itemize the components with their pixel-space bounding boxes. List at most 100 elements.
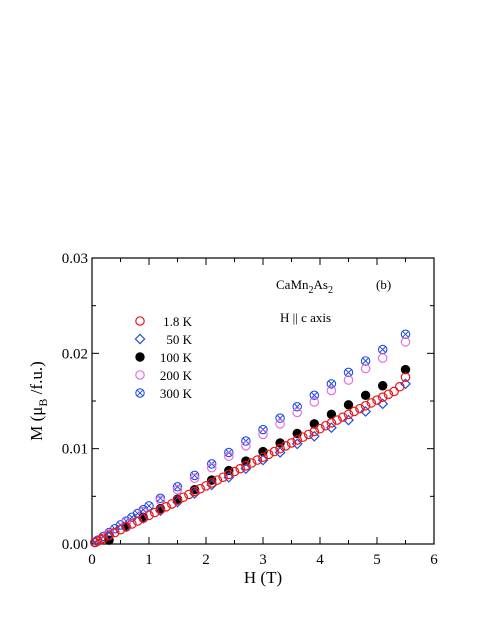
data-point <box>377 392 388 402</box>
legend-marker <box>135 316 145 326</box>
series-300-K <box>90 329 411 547</box>
data-point-ring <box>400 329 411 340</box>
data-point <box>298 432 308 443</box>
data-point <box>240 463 252 475</box>
data-point <box>355 403 365 414</box>
data-point <box>201 481 211 491</box>
data-point-cross <box>191 472 198 479</box>
data-point <box>269 446 280 457</box>
data-point-cross <box>379 346 386 353</box>
data-point-ring <box>189 470 200 481</box>
series-100-K <box>104 364 411 545</box>
data-point <box>115 524 126 535</box>
data-point <box>383 389 394 400</box>
data-point-ring <box>292 401 302 412</box>
data-point <box>98 533 109 544</box>
data-point <box>224 469 234 480</box>
data-point-ring <box>360 356 371 366</box>
data-point-ring <box>224 447 234 458</box>
y-tick-labels: 0.00 0.01 0.02 0.03 <box>62 251 88 553</box>
y-tick-label: 0.02 <box>62 346 88 362</box>
data-point <box>309 426 320 437</box>
data-point <box>161 502 171 512</box>
x-axis-title: H (T) <box>244 568 282 587</box>
legend-item: 300 K <box>135 386 193 401</box>
legend-marker <box>135 388 145 398</box>
legend-label: 300 K <box>160 386 193 401</box>
x-tick-label: 5 <box>373 552 381 568</box>
data-point <box>195 483 206 494</box>
legend-label: 50 K <box>166 332 192 347</box>
data-point <box>349 406 359 417</box>
axis-ticks <box>91 257 435 545</box>
legend-item: 50 K <box>134 332 193 347</box>
data-point-ring <box>172 482 183 492</box>
compound-main: CaMn <box>276 277 309 292</box>
data-point <box>257 454 269 466</box>
data-point <box>280 441 291 451</box>
legend-marker <box>135 352 145 362</box>
legend-item: 100 K <box>135 350 193 365</box>
data-point <box>309 390 320 401</box>
y-tick-label: 0.01 <box>62 442 88 458</box>
data-point <box>360 390 371 400</box>
data-point <box>378 381 388 391</box>
data-point-ring <box>343 367 354 378</box>
compound-sub1: 2 <box>309 285 314 296</box>
x-tick-label: 2 <box>202 552 210 568</box>
legend-marker <box>135 370 145 380</box>
data-point <box>189 470 200 481</box>
data-point <box>337 412 348 423</box>
data-point-ring <box>326 379 337 389</box>
data-point <box>189 473 200 484</box>
data-point-ring <box>241 436 251 446</box>
data-point-cross <box>145 502 153 510</box>
panel-label: (b) <box>376 277 391 292</box>
x-tick-label: 0 <box>88 552 96 568</box>
legend: 1.8 K 50 K 100 K 200 K 300 K <box>134 314 193 401</box>
data-point <box>127 519 137 529</box>
legend-label: 100 K <box>160 350 193 365</box>
x-tick-labels: 0 1 2 3 4 5 6 <box>88 552 438 568</box>
legend-marker-cross <box>136 389 144 397</box>
compound-mid: As <box>314 277 328 292</box>
data-point <box>172 495 183 505</box>
data-point <box>138 513 149 524</box>
data-point-ring <box>206 459 217 469</box>
data-point-cross <box>174 483 181 491</box>
x-tick-label: 4 <box>316 552 324 568</box>
x-tick-label: 1 <box>145 552 153 568</box>
data-point <box>343 375 354 385</box>
data-point <box>252 455 263 465</box>
data-point-cross <box>345 369 352 376</box>
data-point <box>275 419 285 429</box>
data-point <box>241 461 251 471</box>
data-point-cross <box>402 330 409 338</box>
data-point <box>218 472 228 483</box>
data-point <box>343 414 354 426</box>
data-point <box>360 363 371 374</box>
data-point-cross <box>328 380 335 388</box>
y-axis-title-sub: B <box>36 399 50 407</box>
series-1-8-K <box>90 372 411 548</box>
data-point <box>343 367 354 378</box>
data-point-ring <box>275 413 285 423</box>
legend-marker-ring <box>135 388 145 398</box>
data-point <box>155 493 166 503</box>
data-point <box>377 398 389 410</box>
data-point <box>229 466 240 477</box>
compound-sub2: 2 <box>328 285 333 296</box>
data-point <box>400 329 411 340</box>
data-point <box>292 407 302 418</box>
y-tick-label: 0.00 <box>62 537 88 553</box>
x-tick-label: 3 <box>259 552 267 568</box>
data-point <box>372 395 382 405</box>
data-point <box>377 344 388 355</box>
data-point <box>172 482 183 492</box>
data-point <box>144 501 154 511</box>
data-point <box>326 385 337 396</box>
legend-item: 200 K <box>135 368 193 383</box>
data-point <box>241 441 251 451</box>
data-point <box>184 489 194 500</box>
